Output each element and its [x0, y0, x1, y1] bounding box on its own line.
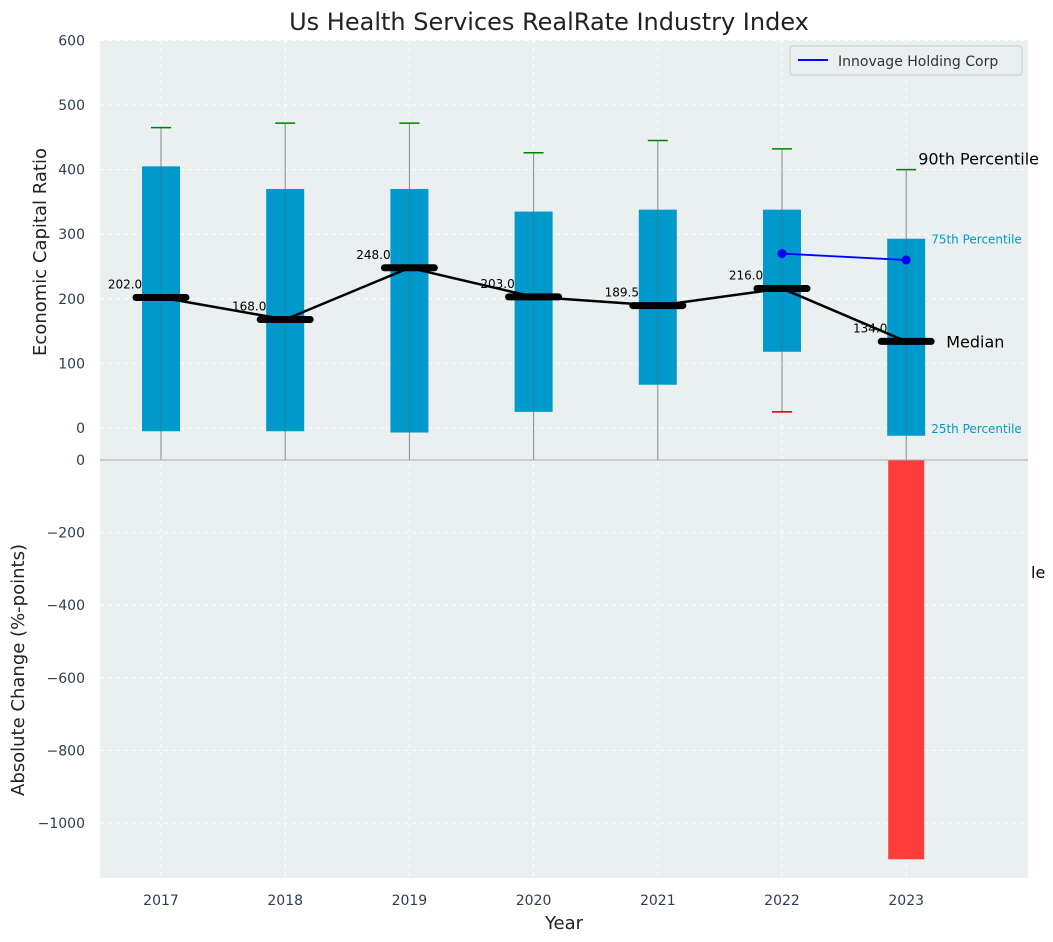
legend-label-company: Innovage Holding Corp: [838, 54, 998, 70]
change-bars: [888, 460, 925, 860]
median-label-2019: 248.0: [356, 248, 390, 262]
top-ytick-400: 400: [58, 163, 85, 179]
xtick-2023: 2023: [888, 893, 924, 909]
legend-box: [789, 45, 1023, 76]
top-y-axis-title: Economic Capital Ratio: [30, 148, 51, 356]
xtick-2021: 2021: [640, 893, 676, 909]
top-ytick-0: 0: [76, 421, 85, 437]
bottom-ytick-5: −1000: [38, 816, 85, 832]
annotation-p25: 25th Percentile: [931, 422, 1022, 436]
ticks: 0 100 200 300 400 500 600 0 −200 −400 −600 −800 −100…: [38, 33, 924, 909]
xtick-2019: 2019: [392, 893, 428, 909]
annotation-p75: 75th Percentile: [931, 233, 1022, 247]
annotation-median: Median: [946, 332, 1004, 351]
top-ytick-200: 200: [58, 292, 85, 308]
bottom-ytick-2: −400: [47, 598, 85, 614]
clipped-annotation: le: [1031, 563, 1045, 582]
bottom-ytick-0: 0: [76, 453, 85, 469]
median-markers: 202.0 168.0 248.0 203.0 189.5 216.0 134.0: [108, 248, 935, 345]
median-label-2020: 203.0: [480, 277, 514, 291]
bottom-ytick-3: −600: [47, 671, 85, 687]
annotation-p90: 90th Percentile: [918, 150, 1039, 169]
change-bar-2023: [888, 460, 925, 860]
bottom-ytick-4: −800: [47, 743, 85, 759]
median-label-2018: 168.0: [232, 299, 266, 313]
bottom-y-axis-title: Absolute Change (%-points): [8, 544, 29, 796]
top-ytick-500: 500: [58, 98, 85, 114]
company-line: [781, 252, 907, 261]
xtick-2017: 2017: [143, 893, 179, 909]
top-ytick-600: 600: [58, 33, 85, 49]
xtick-2020: 2020: [516, 893, 552, 909]
bottom-ytick-1: −200: [47, 526, 85, 542]
x-axis-title: Year: [544, 913, 584, 934]
company-point-2023: [901, 255, 911, 265]
top-ytick-100: 100: [58, 356, 85, 372]
percentile-annotations: 90th Percentile 75th Percentile Median 25th…: [918, 150, 1039, 436]
xtick-2022: 2022: [764, 893, 800, 909]
company-point-2022: [777, 249, 787, 259]
bottom-plot-area: [100, 460, 1028, 878]
company-series: [777, 249, 911, 265]
median-label-2017: 202.0: [108, 278, 142, 292]
legend: Innovage Holding Corp: [789, 45, 1023, 76]
median-label-2023: 134.0: [853, 321, 887, 335]
top-plot-area: [100, 40, 1028, 460]
xtick-2018: 2018: [267, 893, 303, 909]
chart-title: Us Health Services RealRate Industry Ind…: [289, 8, 809, 36]
median-label-2021: 189.5: [605, 286, 639, 300]
top-ytick-300: 300: [58, 227, 85, 243]
median-label-2022: 216.0: [729, 268, 763, 282]
